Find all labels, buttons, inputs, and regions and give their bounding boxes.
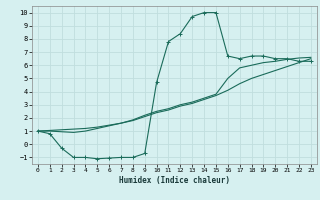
X-axis label: Humidex (Indice chaleur): Humidex (Indice chaleur) (119, 176, 230, 185)
